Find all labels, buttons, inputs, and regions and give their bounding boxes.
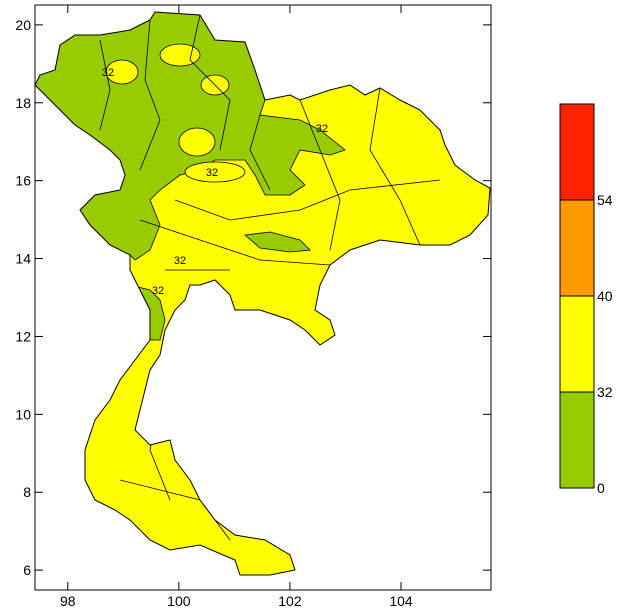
colorbar-label: 40 bbox=[597, 288, 613, 304]
colorbar-label: 32 bbox=[597, 384, 613, 400]
x-tick-label: 100 bbox=[167, 593, 191, 609]
contour-label: 32 bbox=[174, 255, 186, 267]
contour-label: 32 bbox=[102, 67, 114, 79]
y-tick-label: 6 bbox=[23, 562, 31, 578]
y-tick-label: 8 bbox=[23, 484, 31, 500]
y-tick-label: 20 bbox=[15, 17, 31, 33]
y-tick-label: 14 bbox=[15, 251, 31, 267]
y-tick-label: 10 bbox=[15, 406, 31, 422]
y-tick-label: 12 bbox=[15, 328, 31, 344]
x-tick-label: 98 bbox=[60, 593, 76, 609]
colorbar-segment bbox=[559, 391, 595, 489]
colorbar-segment bbox=[559, 199, 595, 297]
land bbox=[34, 11, 491, 576]
contour-label: 32 bbox=[316, 123, 328, 135]
contour-label: 32 bbox=[206, 167, 218, 179]
y-tick-label: 18 bbox=[15, 95, 31, 111]
colorbar-label: 0 bbox=[597, 480, 605, 496]
colorbar-segment bbox=[559, 295, 595, 393]
colorbar-label: 54 bbox=[597, 192, 613, 208]
plot-frame bbox=[34, 4, 492, 591]
contour-label: 32 bbox=[152, 285, 164, 297]
x-tick-label: 102 bbox=[278, 593, 302, 609]
y-tick-label: 16 bbox=[15, 173, 31, 189]
colorbar-segment bbox=[559, 103, 595, 201]
x-tick-label: 104 bbox=[389, 593, 413, 609]
